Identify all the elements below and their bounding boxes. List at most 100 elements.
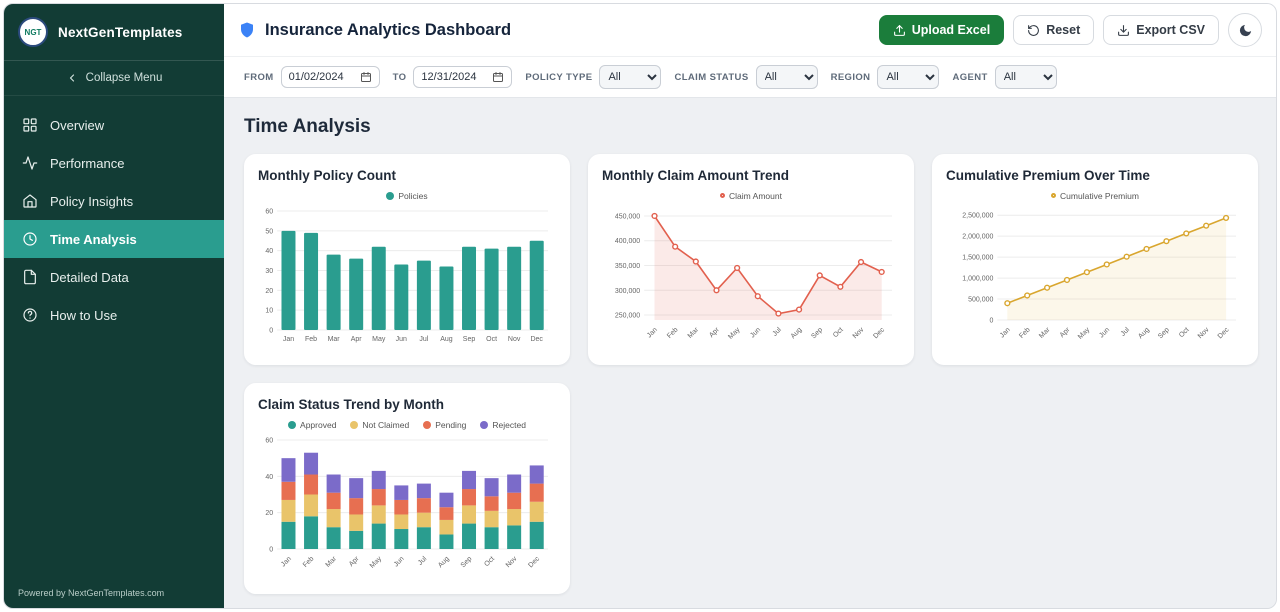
svg-text:450,000: 450,000: [615, 213, 640, 220]
claim-trend-chart: 250,000300,000350,000400,000450,000JanFe…: [602, 205, 900, 347]
svg-text:Jun: Jun: [1098, 326, 1111, 339]
export-csv-button[interactable]: Export CSV: [1103, 15, 1219, 45]
svg-text:Dec: Dec: [530, 336, 543, 343]
from-date-field[interactable]: [281, 66, 380, 88]
svg-text:350,000: 350,000: [615, 263, 640, 270]
home-icon: [22, 193, 38, 209]
svg-text:Apr: Apr: [348, 555, 361, 568]
sidebar-item-how-to-use[interactable]: How to Use: [4, 296, 224, 334]
sidebar-item-performance[interactable]: Performance: [4, 144, 224, 182]
svg-text:Jul: Jul: [772, 326, 784, 338]
card-title: Claim Status Trend by Month: [258, 397, 556, 412]
from-date-input[interactable]: [289, 71, 355, 83]
svg-text:400,000: 400,000: [615, 238, 640, 245]
filter-bar: FROM TO POLICY TYPE All CLAI: [224, 56, 1276, 98]
calendar-icon: [492, 71, 504, 83]
chart-legend: Cumulative Premium: [946, 188, 1244, 203]
svg-text:Feb: Feb: [1018, 326, 1032, 340]
svg-text:Jun: Jun: [393, 555, 406, 568]
svg-text:Sep: Sep: [810, 326, 824, 340]
svg-text:60: 60: [265, 438, 273, 445]
svg-text:Jun: Jun: [396, 336, 407, 343]
svg-text:Oct: Oct: [1178, 326, 1191, 339]
svg-text:May: May: [369, 555, 384, 570]
svg-text:Oct: Oct: [832, 326, 845, 339]
header-buttons: Upload Excel Reset Export CSV: [879, 13, 1262, 47]
sidebar-item-label: Detailed Data: [50, 270, 129, 285]
svg-text:40: 40: [265, 248, 273, 255]
svg-text:May: May: [727, 326, 742, 341]
card-monthly-policy-count: Monthly Policy Count Policies 0102030405…: [244, 154, 570, 365]
sidebar-item-label: Policy Insights: [50, 194, 133, 209]
svg-text:Mar: Mar: [687, 326, 701, 340]
svg-text:Jul: Jul: [417, 555, 429, 567]
dark-mode-toggle[interactable]: [1228, 13, 1262, 47]
svg-text:Jan: Jan: [646, 326, 659, 339]
card-title: Monthly Policy Count: [258, 168, 556, 183]
reset-icon: [1027, 24, 1040, 37]
svg-text:Aug: Aug: [437, 555, 451, 569]
claim-status-label: CLAIM STATUS: [674, 72, 748, 83]
svg-text:Jun: Jun: [749, 326, 762, 339]
sidebar-item-policy-insights[interactable]: Policy Insights: [4, 182, 224, 220]
reset-button[interactable]: Reset: [1013, 15, 1094, 45]
to-date-input[interactable]: [421, 71, 487, 83]
chart-legend: ApprovedNot ClaimedPendingRejected: [258, 417, 556, 432]
svg-text:Aug: Aug: [790, 326, 804, 340]
header: Insurance Analytics Dashboard Upload Exc…: [224, 4, 1276, 56]
sidebar-item-detailed-data[interactable]: Detailed Data: [4, 258, 224, 296]
svg-text:2,500,000: 2,500,000: [962, 213, 993, 220]
svg-text:Nov: Nov: [1197, 326, 1211, 340]
svg-text:Feb: Feb: [305, 336, 317, 343]
svg-text:Sep: Sep: [463, 336, 476, 343]
svg-text:Dec: Dec: [527, 555, 541, 569]
policy-type-select[interactable]: All: [599, 65, 661, 89]
svg-text:40: 40: [265, 474, 273, 481]
main-content: Time Analysis Monthly Policy Count Polic…: [224, 98, 1276, 608]
chart-legend: Policies: [258, 188, 556, 203]
moon-icon: [1238, 23, 1253, 38]
svg-text:0: 0: [269, 328, 273, 335]
region-select[interactable]: All: [877, 65, 939, 89]
download-icon: [1117, 24, 1130, 37]
claim-status-select[interactable]: All: [756, 65, 818, 89]
card-cumulative-premium: Cumulative Premium Over Time Cumulative …: [932, 154, 1258, 365]
grid-icon: [22, 117, 38, 133]
svg-text:Apr: Apr: [351, 336, 363, 343]
svg-text:Jan: Jan: [283, 336, 294, 343]
svg-text:Jan: Jan: [999, 326, 1012, 339]
clock-icon: [22, 231, 38, 247]
page-title: Insurance Analytics Dashboard: [265, 21, 511, 40]
svg-text:Sep: Sep: [1157, 326, 1171, 340]
chart-legend: Claim Amount: [602, 188, 900, 203]
upload-icon: [893, 24, 906, 37]
svg-text:30: 30: [265, 268, 273, 275]
sidebar-item-time-analysis[interactable]: Time Analysis: [4, 220, 224, 258]
app-window: NGT NextGenTemplates Collapse Menu Overv…: [3, 3, 1277, 609]
svg-text:1,500,000: 1,500,000: [962, 255, 993, 262]
svg-text:Jul: Jul: [1120, 326, 1132, 338]
svg-text:Feb: Feb: [666, 326, 680, 340]
content-column: Insurance Analytics Dashboard Upload Exc…: [224, 4, 1276, 608]
svg-text:500,000: 500,000: [968, 297, 993, 304]
card-title: Monthly Claim Amount Trend: [602, 168, 900, 183]
collapse-menu-button[interactable]: Collapse Menu: [4, 61, 224, 96]
card-monthly-claim-trend: Monthly Claim Amount Trend Claim Amount …: [588, 154, 914, 365]
svg-text:Feb: Feb: [302, 555, 316, 569]
sidebar-item-overview[interactable]: Overview: [4, 106, 224, 144]
to-date-field[interactable]: [413, 66, 512, 88]
agent-select[interactable]: All: [995, 65, 1057, 89]
svg-text:250,000: 250,000: [615, 313, 640, 320]
svg-text:20: 20: [265, 288, 273, 295]
svg-text:Mar: Mar: [325, 555, 339, 569]
svg-text:Nov: Nov: [505, 555, 519, 569]
svg-text:20: 20: [265, 510, 273, 517]
upload-excel-button[interactable]: Upload Excel: [879, 15, 1005, 45]
brand-logo: NGT: [18, 17, 48, 47]
svg-text:Nov: Nov: [852, 326, 866, 340]
svg-text:Jan: Jan: [280, 555, 293, 568]
policy-type-label: POLICY TYPE: [525, 72, 592, 83]
policy-count-chart: 0102030405060JanFebMarAprMayJunJulAugSep…: [258, 205, 556, 347]
brand: NGT NextGenTemplates: [4, 4, 224, 61]
sidebar: NGT NextGenTemplates Collapse Menu Overv…: [4, 4, 224, 608]
